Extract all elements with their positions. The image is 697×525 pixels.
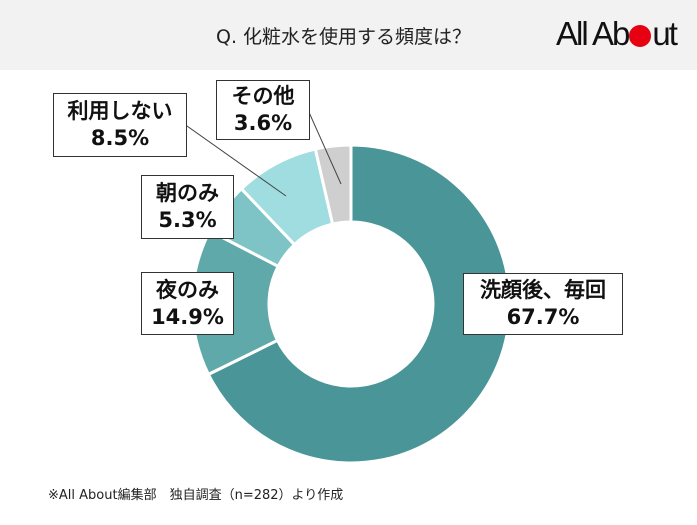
leader-line-other: [307, 109, 342, 185]
label-name: その他: [231, 84, 295, 108]
label-name: 洗顔後、毎回: [480, 278, 606, 302]
header-bar: Q. 化粧水を使用する頻度は？ All Ab ut: [0, 0, 697, 70]
label-name: 利用しない: [67, 99, 173, 123]
label-other: その他 3.6%: [216, 80, 310, 140]
donut-segment: [313, 143, 353, 226]
label-value: 3.6%: [233, 111, 293, 135]
source-footnote: ※All About編集部 独自調査（n=282）より作成: [48, 488, 344, 503]
logo-text-end: ut: [652, 15, 677, 52]
label-name: 朝のみ: [156, 181, 219, 205]
all-about-logo: All Ab ut: [556, 15, 678, 52]
donut-segment: [206, 143, 512, 465]
logo-red-dot-icon: [629, 25, 652, 47]
label-after-wash-every-time: 洗顔後、毎回 67.7%: [463, 273, 623, 335]
label-value: 14.9%: [151, 304, 224, 329]
label-value: 5.3%: [158, 208, 217, 232]
label-not-used: 利用しない 8.5%: [53, 93, 187, 157]
label-name: 夜のみ: [156, 277, 219, 302]
label-night-only: 夜のみ 14.9%: [141, 272, 234, 335]
logo-text-start: All Ab: [556, 15, 630, 52]
leader-line-not-used: [186, 125, 287, 197]
chart-title: Q. 化粧水を使用する頻度は？: [216, 26, 472, 48]
label-morning-only: 朝のみ 5.3%: [141, 175, 234, 239]
label-value: 8.5%: [90, 126, 150, 150]
label-value: 67.7%: [506, 305, 580, 329]
